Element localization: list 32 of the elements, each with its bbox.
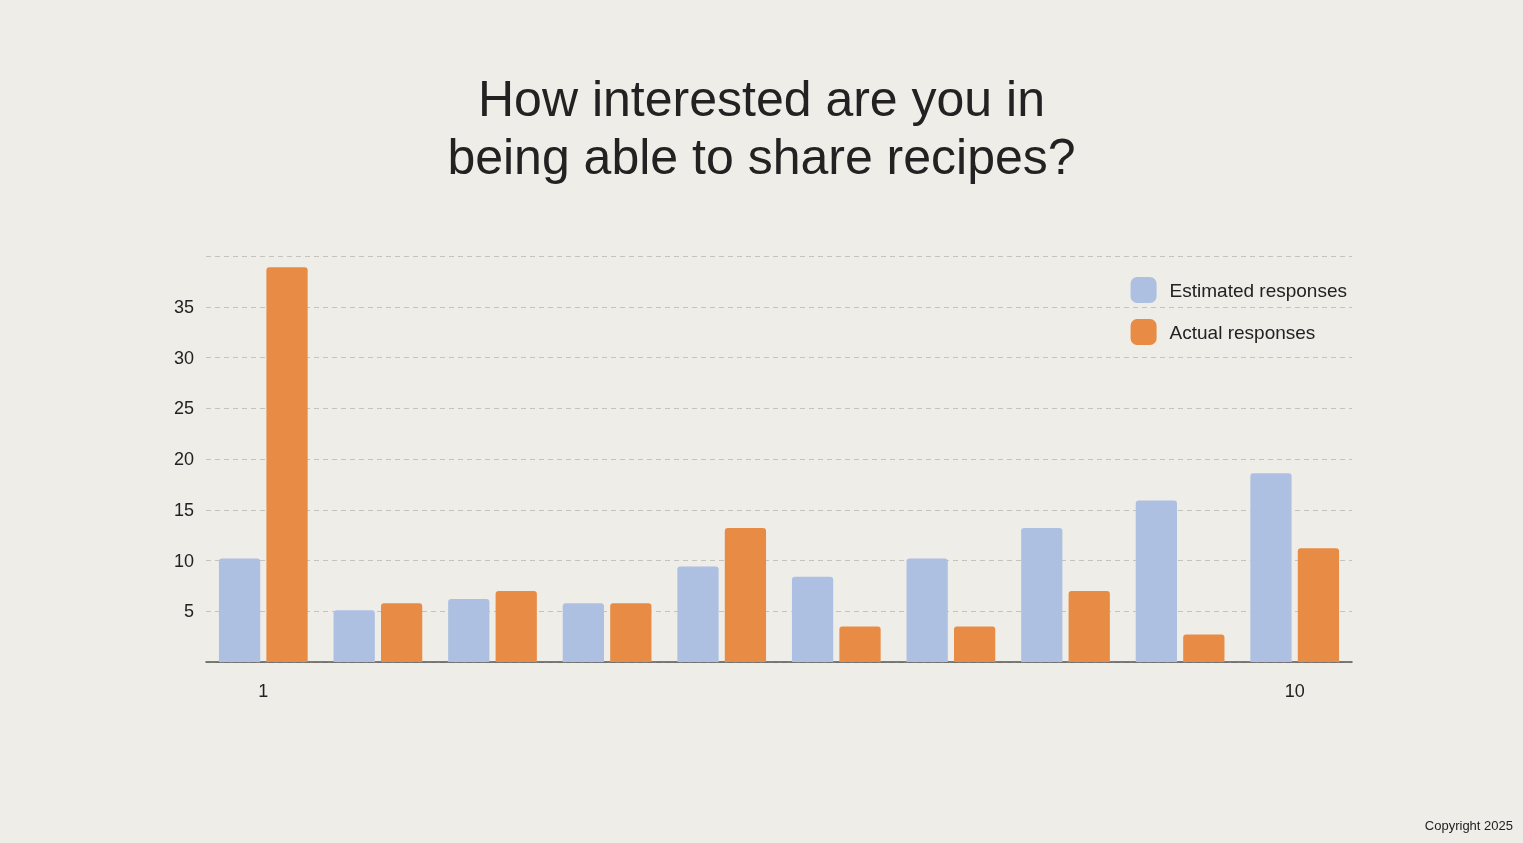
y-tick-label: 15 — [173, 499, 194, 520]
bar — [839, 626, 881, 662]
bar — [380, 603, 423, 662]
bar — [266, 267, 308, 662]
text: Copyright 2025 — [1424, 818, 1513, 833]
bar — [1068, 590, 1110, 662]
bar — [495, 590, 537, 662]
bar — [448, 599, 490, 662]
bar — [1135, 500, 1178, 662]
bar — [333, 610, 375, 662]
bar — [610, 603, 652, 662]
bar — [1021, 528, 1063, 662]
y-tick-label: 10 — [173, 550, 194, 571]
y-tick-label: 30 — [173, 347, 194, 368]
y-tick-label: 35 — [173, 296, 194, 317]
bar — [1250, 473, 1292, 662]
y-tick-label: 20 — [173, 449, 194, 469]
y-tick-label: 5 — [183, 601, 194, 622]
bar — [953, 626, 996, 662]
bar — [218, 558, 261, 662]
bar — [677, 566, 719, 662]
legend-label: Actual responses — [1169, 321, 1316, 343]
chart-title: How interested are you in being able to share recipes? — [446, 70, 1077, 186]
bar — [562, 603, 605, 662]
bar — [906, 558, 948, 662]
bar — [1297, 548, 1340, 662]
x-tick-label: 1 — [258, 681, 269, 701]
bar — [1183, 634, 1225, 662]
legend-label: Estimated responses — [1169, 279, 1347, 301]
bar — [724, 528, 767, 662]
bar — [791, 576, 834, 662]
y-tick-label: 25 — [173, 398, 194, 419]
